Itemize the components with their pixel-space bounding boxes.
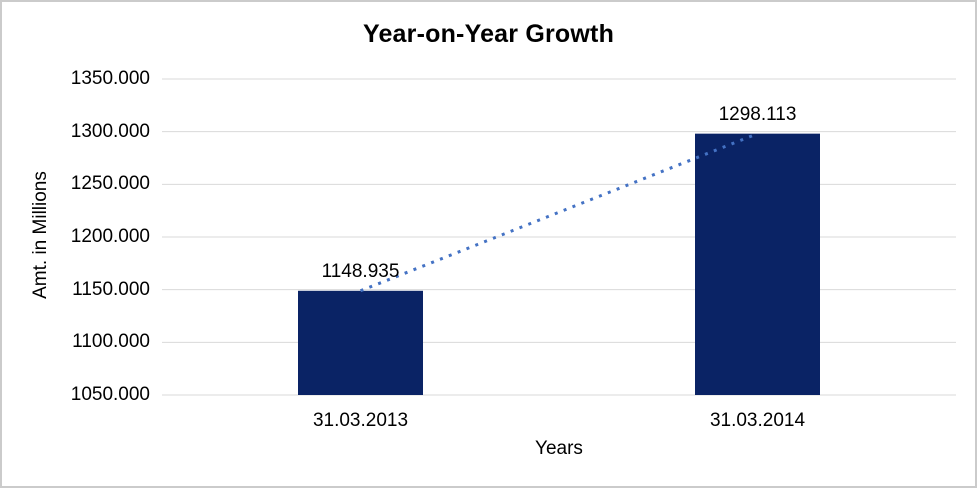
y-tick-label: 1100.000 <box>72 331 150 353</box>
y-tick-label: 1350.000 <box>70 68 150 89</box>
bar-data-label: 1148.935 <box>321 260 400 282</box>
y-tick-label: 1050.000 <box>70 384 150 405</box>
bar-data-label: 1298.113 <box>718 103 797 125</box>
y-tick-label: 1200.000 <box>70 226 150 247</box>
x-tick-label: 31.03.2013 <box>312 410 409 431</box>
x-axis-title: Years <box>535 438 583 459</box>
y-tick-label: 1250.000 <box>70 173 150 195</box>
x-tick-label: 31.03.2014 <box>709 410 806 431</box>
y-tick-label: 1150.000 <box>72 278 150 300</box>
bar-31-03-2013 <box>298 290 423 395</box>
bar-31-03-2014 <box>695 133 820 396</box>
chart-title: Year-on-Year Growth <box>362 20 615 48</box>
y-tick-label: 1300.000 <box>70 120 150 142</box>
